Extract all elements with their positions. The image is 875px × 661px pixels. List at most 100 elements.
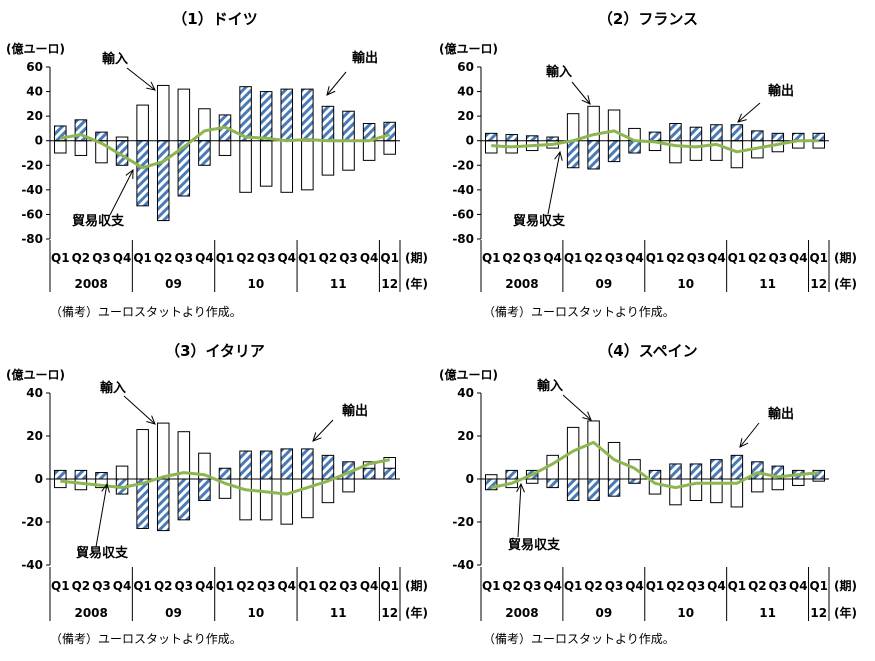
balance-annotation: 貿易収支 [72,213,125,229]
import-bar [792,478,805,486]
x-quarter-label: Q3 [339,579,358,593]
period-label: (期) [834,578,857,593]
year-unit-label: (年) [834,276,857,291]
x-quarter-label: Q2 [72,579,91,593]
year-unit-label: (年) [405,605,428,620]
export-bar [95,472,108,480]
y-tick-label: -80 [452,232,474,246]
imp-arrow-line [123,395,156,425]
import-bar [751,478,764,493]
period-label: (期) [834,250,857,265]
y-tick-label: -60 [21,207,43,221]
export-bar [607,478,621,497]
x-quarter-label: Q1 [51,579,70,593]
x-quarter-label: Q4 [113,579,132,593]
x-quarter-label: Q1 [216,251,235,265]
bal-arrow-line [517,483,522,538]
y-tick-label: 20 [457,109,474,123]
x-quarter-label: Q3 [605,251,624,265]
x-year-label: 09 [165,606,182,620]
export-bar [587,140,600,170]
year-unit-label: (年) [834,605,857,620]
import-bar [485,474,498,480]
x-quarter-label: Q3 [769,251,788,265]
exp-arrow-head [326,86,336,96]
y-tick-label: 0 [466,134,474,148]
x-year-label: 2008 [74,277,107,291]
trade-balance-line [491,129,819,154]
bal-arrow-head [516,482,525,493]
export-bar [689,126,703,142]
import-bar [280,140,294,193]
bal-arrow-line [547,151,561,215]
x-quarter-label: Q4 [195,251,214,265]
export-bar [485,132,498,142]
export-bar [198,478,211,501]
export-bar [587,478,600,501]
exp-arrow-line [326,71,347,96]
y-tick-label: 20 [26,109,43,123]
x-quarter-label: Q1 [728,579,747,593]
source-note: （備考）ユーロスタットより作成。 [50,631,242,646]
chart-panel-2: （2）フランス (億ユーロ) 60 40 20 0 -20 -40 -60 -80 2008 09 10… [439,10,857,319]
x-quarter-label: Q4 [625,251,644,265]
export-bar [505,134,518,142]
x-quarter-label: Q2 [666,251,685,265]
x-quarter-label: Q4 [789,579,808,593]
x-quarter-label: Q1 [133,251,152,265]
x-year-label: 09 [165,277,182,291]
x-year-label: 11 [330,277,347,291]
period-label: (期) [405,250,428,265]
import-bar [301,140,314,191]
export-bar [648,469,662,480]
x-quarter-label: Q3 [92,579,111,593]
y-tick-label: -20 [21,158,43,172]
y-tick-label: -40 [21,183,43,197]
x-quarter-label: Q2 [154,251,173,265]
export-bar [136,140,149,207]
trade-balance-line [60,125,391,170]
x-year-label: 11 [759,277,776,291]
import-annotation: 輸入 [102,51,128,67]
y-tick-label: -40 [452,558,474,572]
import-bar [177,88,191,142]
y-tick-label: 40 [26,386,43,400]
import-bar [689,140,703,161]
export-bar [546,478,559,489]
x-quarter-label: Q3 [687,251,706,265]
export-bar [321,454,335,480]
export-bar [280,88,294,142]
x-year-label: 09 [595,277,612,291]
import-bar [342,140,355,171]
x-quarter-label: Q4 [789,251,808,265]
y-unit-label: (億ユーロ) [439,41,498,56]
import-bar [218,140,232,156]
x-quarter-label: Q2 [502,251,521,265]
x-year-label: 10 [677,277,694,291]
import-bar [239,140,252,193]
import-bar [74,140,88,156]
x-quarter-label: Q4 [707,251,726,265]
export-bar [54,469,67,480]
balance-annotation: 貿易収支 [508,537,561,553]
x-year-label: 10 [248,606,265,620]
x-quarter-label: Q2 [236,251,255,265]
x-quarter-label: Q1 [298,251,317,265]
export-bar [771,132,785,142]
x-year-label: 2008 [505,606,538,620]
export-bar [710,459,723,480]
import-bar [321,140,335,176]
x-quarter-label: Q1 [380,579,399,593]
exp-arrow-line [739,422,760,448]
y-tick-label: -40 [452,183,474,197]
x-quarter-label: Q4 [543,579,562,593]
import-bar [669,478,682,506]
chart-title: （1）ドイツ [172,10,257,28]
x-quarter-label: Q1 [216,579,235,593]
y-unit-label: (億ユーロ) [6,367,65,382]
export-bar [710,124,723,142]
x-year-label: 12 [810,277,827,291]
import-bar [525,478,539,484]
x-quarter-label: Q4 [195,579,214,593]
